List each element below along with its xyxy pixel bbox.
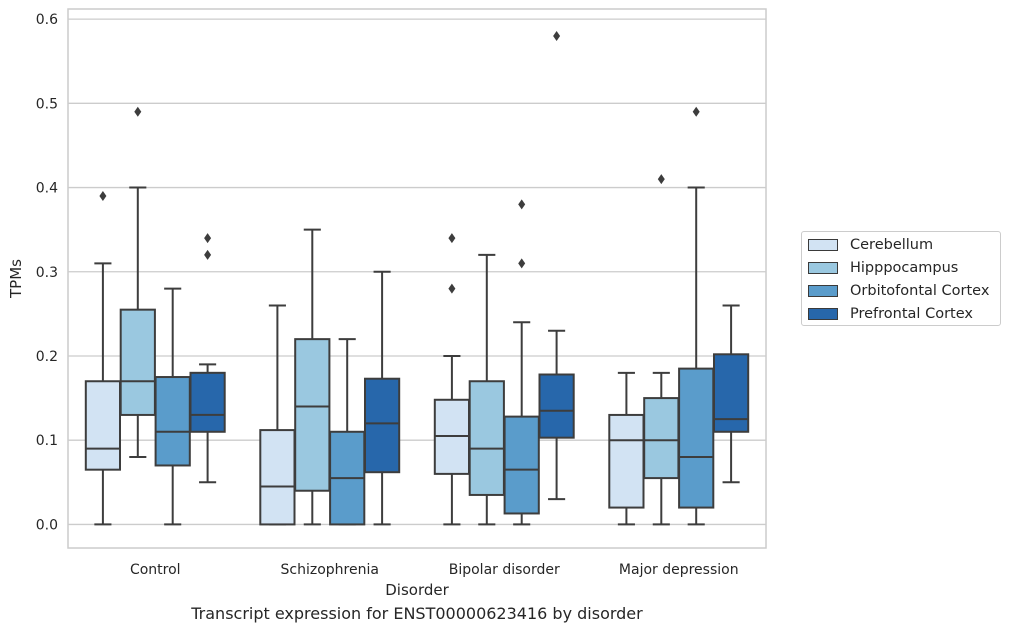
box-body <box>608 413 645 509</box>
outlier-point <box>518 199 526 210</box>
legend-swatch <box>808 262 838 274</box>
legend-swatch <box>808 239 838 251</box>
box-body <box>259 429 296 526</box>
box-2-0 <box>433 233 471 526</box>
y-axis-label: TPMs <box>7 259 25 299</box>
box-body <box>503 415 540 515</box>
box-0-3 <box>189 233 226 484</box>
legend: Cerebellum Hipppocampus Orbitofontal Corte… <box>801 231 1001 326</box>
legend-swatch <box>808 308 838 320</box>
x-tick-label: Bipolar disorder <box>449 562 560 578</box>
box-1-3 <box>363 270 401 526</box>
box-body <box>363 377 401 474</box>
y-tick-label: 0.3 <box>36 265 58 281</box>
box-0-1 <box>119 106 156 459</box>
outlier-point <box>134 106 142 117</box>
outlier-point <box>553 30 561 41</box>
outlier-point <box>448 233 456 244</box>
box-layer <box>84 30 750 526</box>
box-1-2 <box>329 338 366 526</box>
legend-label: Orbitofontal Cortex <box>850 283 990 299</box>
box-3-2 <box>678 106 715 526</box>
tick-layer: 0.0 0.1 0.2 0.3 0.4 0.5 0.6 Control Schizophreni… <box>36 12 739 578</box>
box-body <box>468 380 505 496</box>
outlier-point <box>657 174 665 185</box>
box-2-3 <box>538 30 575 501</box>
legend-swatch <box>808 285 838 297</box>
box-2-2 <box>503 199 540 526</box>
box-1-1 <box>294 228 331 526</box>
outlier-point <box>448 283 456 294</box>
y-tick-label: 0.4 <box>36 181 58 197</box>
plot-frame <box>67 8 767 549</box>
box-body <box>294 338 331 492</box>
x-tick-label: Control <box>130 562 181 578</box>
outlier-point <box>692 106 700 117</box>
y-tick-label: 0.6 <box>36 12 58 28</box>
box-body <box>643 397 680 480</box>
box-body <box>538 373 575 439</box>
x-axis-label: Disorder <box>385 581 449 599</box>
y-tick-label: 0.0 <box>36 517 58 533</box>
box-3-0 <box>608 371 645 526</box>
y-tick-label: 0.2 <box>36 349 58 365</box>
legend-item: Hipppocampus <box>808 258 958 278</box>
outlier-point <box>518 258 526 269</box>
box-3-1 <box>643 174 680 526</box>
y-tick-label: 0.5 <box>36 96 58 112</box>
box-body <box>712 353 750 433</box>
legend-item: Cerebellum <box>808 235 933 255</box>
box-1-0 <box>259 304 296 526</box>
box-body <box>154 376 191 467</box>
box-0-2 <box>154 287 191 526</box>
box-body <box>84 380 122 471</box>
box-3-3 <box>712 304 750 484</box>
x-tick-label: Schizophrenia <box>281 562 379 578</box>
outlier-point <box>204 249 212 260</box>
box-body <box>189 371 226 433</box>
legend-label: Cerebellum <box>850 237 934 253</box>
legend-label: Prefrontal Cortex <box>850 306 973 322</box>
outlier-point <box>204 233 212 244</box>
box-0-0 <box>84 190 122 526</box>
box-body <box>678 367 715 509</box>
chart-caption: Transcript expression for ENST0000062341… <box>191 604 643 623</box>
legend-item: Orbitofontal Cortex <box>808 281 989 301</box>
legend-label: Hipppocampus <box>850 260 959 276</box>
box-2-1 <box>468 253 505 526</box>
outlier-point <box>99 190 107 201</box>
legend-item: Prefrontal Cortex <box>808 304 973 324</box>
y-tick-label: 0.1 <box>36 433 58 449</box>
x-tick-label: Major depression <box>619 562 739 578</box>
box-body <box>119 308 156 416</box>
